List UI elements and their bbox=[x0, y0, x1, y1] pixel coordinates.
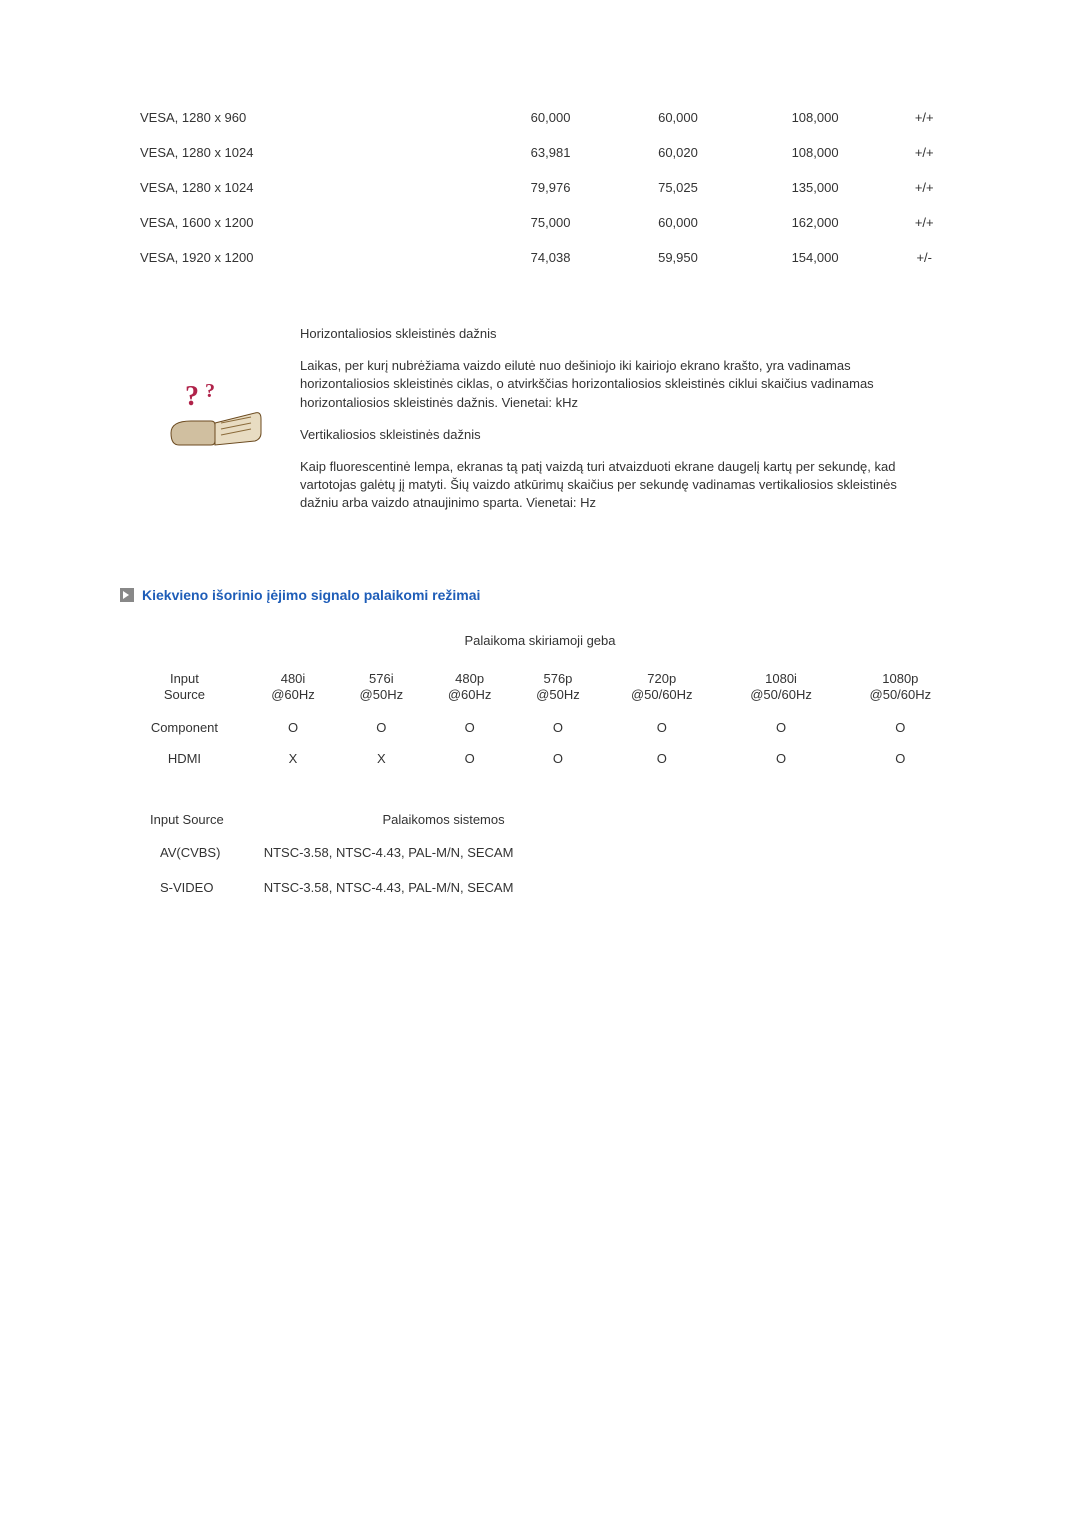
table-cell: AV(CVBS) bbox=[140, 835, 254, 870]
table-cell: 108,000 bbox=[742, 100, 889, 135]
table-cell: VESA, 1920 x 1200 bbox=[120, 240, 487, 275]
table-row: VESA, 1280 x 102463,98160,020108,000+/+ bbox=[120, 135, 960, 170]
table-cell: S-VIDEO bbox=[140, 870, 254, 905]
arrow-right-icon bbox=[120, 588, 134, 602]
table-cell: O bbox=[425, 712, 513, 743]
table-cell: VESA, 1280 x 960 bbox=[120, 100, 487, 135]
table-cell: +/- bbox=[888, 240, 960, 275]
table-row: VESA, 1600 x 120075,00060,000162,000+/+ bbox=[120, 205, 960, 240]
table-cell: +/+ bbox=[888, 135, 960, 170]
table-row: VESA, 1280 x 96060,00060,000108,000+/+ bbox=[120, 100, 960, 135]
table-cell: O bbox=[602, 743, 721, 774]
table-cell: VESA, 1600 x 1200 bbox=[120, 205, 487, 240]
res-header: 480i@60Hz bbox=[249, 663, 337, 713]
section-title: Kiekvieno išorinio įėjimo signalo palaik… bbox=[142, 587, 480, 603]
table-row: VESA, 1280 x 102479,97675,025135,000+/+ bbox=[120, 170, 960, 205]
table-cell: O bbox=[602, 712, 721, 743]
info-block: ? ? Horizontaliosios skleistinės dažnis … bbox=[120, 325, 960, 527]
table-cell: 75,025 bbox=[614, 170, 741, 205]
table-cell: NTSC-3.58, NTSC-4.43, PAL-M/N, SECAM bbox=[254, 835, 544, 870]
table-row: S-VIDEONTSC-3.58, NTSC-4.43, PAL-M/N, SE… bbox=[140, 870, 543, 905]
table-cell: O bbox=[841, 743, 960, 774]
table-cell: VESA, 1280 x 1024 bbox=[120, 135, 487, 170]
table-cell: 74,038 bbox=[487, 240, 614, 275]
table-cell: 154,000 bbox=[742, 240, 889, 275]
table-cell: O bbox=[841, 712, 960, 743]
table-cell: 59,950 bbox=[614, 240, 741, 275]
h-freq-body: Laikas, per kurį nubrėžiama vaizdo eilut… bbox=[300, 357, 920, 412]
table-cell: O bbox=[721, 712, 840, 743]
table-cell: VESA, 1280 x 1024 bbox=[120, 170, 487, 205]
table-cell: 60,000 bbox=[614, 205, 741, 240]
res-caption: Palaikoma skiriamoji geba bbox=[120, 633, 960, 648]
res-header: 576i@50Hz bbox=[337, 663, 425, 713]
svg-text:?: ? bbox=[185, 381, 199, 412]
res-header: InputSource bbox=[120, 663, 249, 713]
section-header: Kiekvieno išorinio įėjimo signalo palaik… bbox=[120, 587, 960, 603]
table-row: VESA, 1920 x 120074,03859,950154,000+/- bbox=[120, 240, 960, 275]
table-cell: 162,000 bbox=[742, 205, 889, 240]
v-freq-body: Kaip fluorescentinė lempa, ekranas tą pa… bbox=[300, 458, 920, 513]
svg-text:?: ? bbox=[205, 380, 215, 402]
table-cell: O bbox=[514, 743, 602, 774]
table-cell: NTSC-3.58, NTSC-4.43, PAL-M/N, SECAM bbox=[254, 870, 544, 905]
table-cell: X bbox=[249, 743, 337, 774]
table-cell: 79,976 bbox=[487, 170, 614, 205]
table-cell: HDMI bbox=[120, 743, 249, 774]
table-cell: O bbox=[425, 743, 513, 774]
table-cell: 60,000 bbox=[487, 100, 614, 135]
table-cell: 75,000 bbox=[487, 205, 614, 240]
res-header: 480p@60Hz bbox=[425, 663, 513, 713]
book-question-icon: ? ? bbox=[160, 325, 270, 527]
table-cell: 108,000 bbox=[742, 135, 889, 170]
table-cell: 135,000 bbox=[742, 170, 889, 205]
table-row: ComponentOOOOOOO bbox=[120, 712, 960, 743]
sys-head-systems: Palaikomos sistemos bbox=[254, 804, 544, 835]
table-cell: +/+ bbox=[888, 170, 960, 205]
table-row: AV(CVBS)NTSC-3.58, NTSC-4.43, PAL-M/N, S… bbox=[140, 835, 543, 870]
table-cell: +/+ bbox=[888, 205, 960, 240]
table-cell: Component bbox=[120, 712, 249, 743]
sys-head-source: Input Source bbox=[140, 804, 254, 835]
resolution-table: InputSource480i@60Hz576i@50Hz480p@60Hz57… bbox=[120, 663, 960, 775]
table-cell: O bbox=[514, 712, 602, 743]
h-freq-title: Horizontaliosios skleistinės dažnis bbox=[300, 325, 920, 343]
table-cell: 60,020 bbox=[614, 135, 741, 170]
table-cell: +/+ bbox=[888, 100, 960, 135]
res-header: 576p@50Hz bbox=[514, 663, 602, 713]
table-cell: X bbox=[337, 743, 425, 774]
res-header: 1080i@50/60Hz bbox=[721, 663, 840, 713]
table-row: HDMIXXOOOOO bbox=[120, 743, 960, 774]
timing-table: VESA, 1280 x 96060,00060,000108,000+/+VE… bbox=[120, 100, 960, 275]
table-cell: O bbox=[249, 712, 337, 743]
systems-table: Input Source Palaikomos sistemos AV(CVBS… bbox=[140, 804, 543, 905]
v-freq-title: Vertikaliosios skleistinės dažnis bbox=[300, 426, 920, 444]
table-cell: 63,981 bbox=[487, 135, 614, 170]
res-header: 1080p@50/60Hz bbox=[841, 663, 960, 713]
table-cell: O bbox=[721, 743, 840, 774]
table-cell: O bbox=[337, 712, 425, 743]
table-cell: 60,000 bbox=[614, 100, 741, 135]
res-header: 720p@50/60Hz bbox=[602, 663, 721, 713]
